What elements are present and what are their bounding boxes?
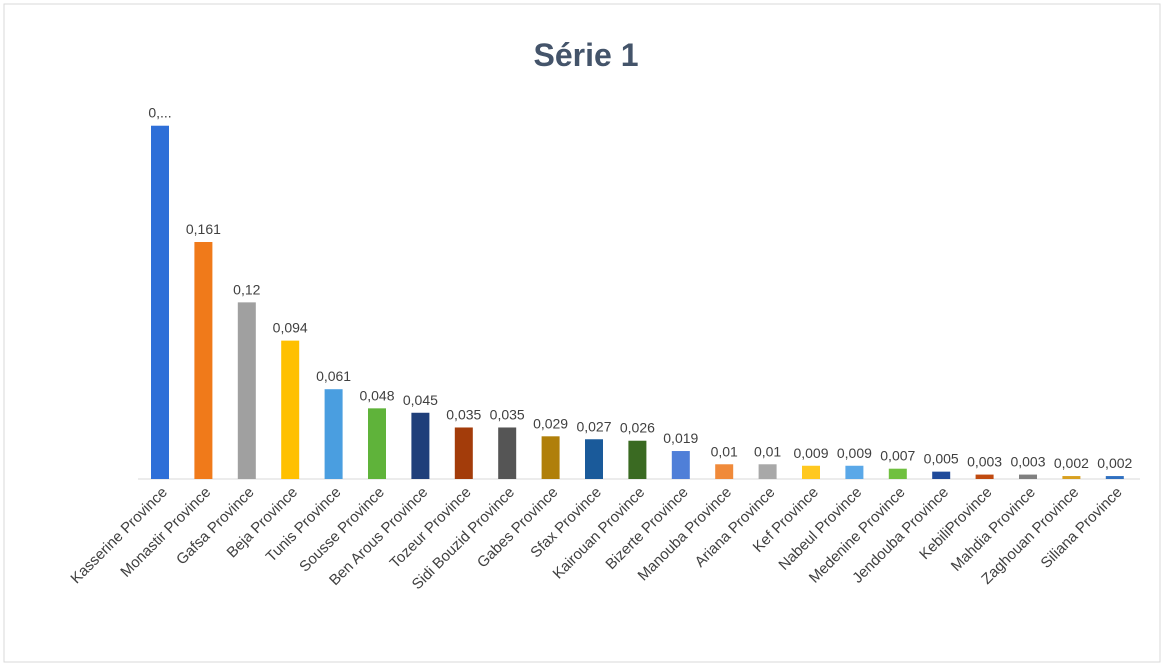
data-label: 0,009 — [793, 445, 828, 461]
chart-title: Série 1 — [534, 37, 639, 73]
bar — [498, 427, 517, 479]
data-label: 0,002 — [1054, 455, 1089, 471]
chart-border — [3, 3, 1161, 663]
bar — [585, 439, 603, 479]
data-label: 0,... — [148, 105, 171, 121]
data-label: 0,005 — [924, 451, 959, 467]
bar — [541, 436, 560, 479]
bar — [715, 464, 734, 479]
data-label: 0,019 — [663, 430, 698, 446]
data-label: 0,027 — [576, 418, 611, 434]
data-label: 0,003 — [967, 454, 1002, 470]
bar — [368, 408, 386, 479]
bar — [454, 427, 473, 479]
bar — [802, 465, 820, 479]
data-label: 0,048 — [359, 387, 394, 403]
data-label: 0,12 — [233, 281, 260, 297]
bar — [411, 412, 430, 479]
data-label: 0,035 — [490, 406, 525, 422]
bar — [1062, 476, 1081, 479]
bar — [888, 468, 907, 479]
bar — [281, 340, 300, 479]
data-label: 0,029 — [533, 415, 568, 431]
bar — [324, 389, 343, 479]
bar — [975, 474, 994, 479]
bar — [1019, 474, 1037, 479]
data-label: 0,003 — [1010, 454, 1045, 470]
data-label: 0,01 — [711, 443, 738, 459]
bar — [237, 302, 256, 479]
bar — [628, 440, 647, 479]
bar — [845, 465, 864, 479]
bar — [671, 451, 690, 479]
data-label: 0,002 — [1097, 455, 1132, 471]
bar — [151, 125, 169, 479]
data-label: 0,035 — [446, 406, 481, 422]
bar — [758, 464, 777, 479]
bar — [1105, 476, 1124, 479]
data-label: 0,161 — [186, 221, 221, 237]
data-label: 0,061 — [316, 368, 351, 384]
data-label: 0,026 — [620, 420, 655, 436]
data-label: 0,094 — [273, 320, 308, 336]
data-label: 0,045 — [403, 392, 438, 408]
bar — [932, 471, 951, 479]
data-label: 0,007 — [880, 448, 915, 464]
bar — [194, 242, 213, 479]
data-label: 0,01 — [754, 443, 781, 459]
data-label: 0,009 — [837, 445, 872, 461]
